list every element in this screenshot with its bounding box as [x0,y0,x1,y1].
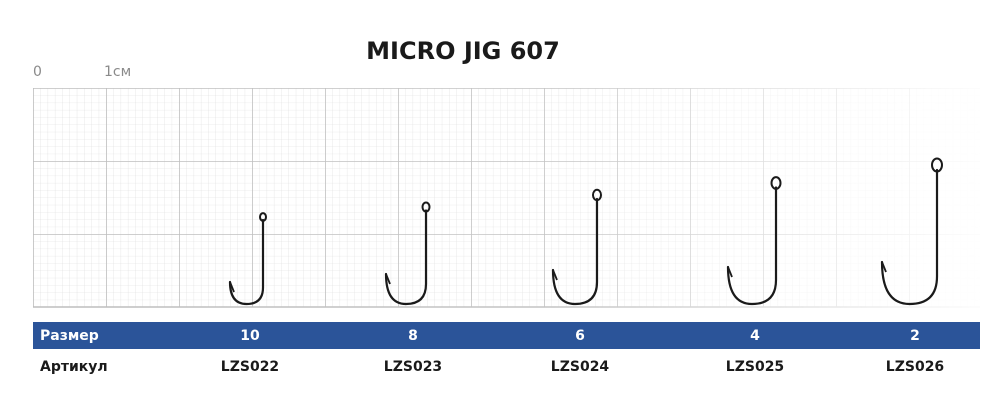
size-cell: 4 [750,328,760,344]
code-cell: LZS022 [221,359,279,375]
hook-barb [385,273,391,285]
size-label: Размер [40,328,99,344]
size-cell: 10 [240,328,260,344]
hooks [228,157,943,306]
code-cell: LZS026 [886,359,944,375]
hook-eye [770,176,782,190]
hook-barb [727,266,733,278]
cells: 10 8 6 4 2 LZS022 LZS023 LZS024 LZS025 LZS026 [221,328,944,375]
code-label: Артикул [40,359,108,375]
hook-barb [229,281,235,293]
size-band [33,322,980,349]
grid [33,88,980,308]
size-cell: 6 [575,328,585,344]
hook-eye [931,157,943,173]
scale-unit: 1см [104,64,131,80]
hook-eye [592,188,602,202]
hook-barb [552,269,558,281]
hook [228,218,265,306]
code-cell: LZS023 [384,359,442,375]
hook-eye [259,212,267,222]
hook [726,186,778,306]
size-cell: 8 [408,328,418,344]
hook-eye [421,201,431,213]
hook [384,209,428,306]
code-cell: LZS025 [726,359,784,375]
hook-barb [881,261,887,273]
hook [880,168,939,306]
hook [551,197,599,306]
code-cell: LZS024 [551,359,610,375]
scale-zero: 0 [33,64,42,80]
title: MICRO JIG 607 [366,37,560,65]
size-cell: 2 [910,328,920,344]
